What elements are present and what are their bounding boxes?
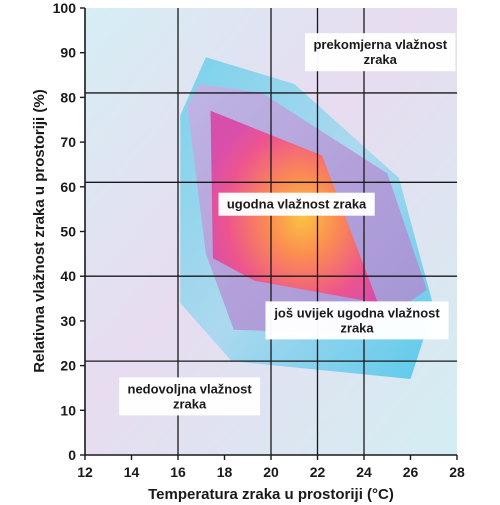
x-tick-label: 12 <box>77 464 93 480</box>
y-tick-label: 20 <box>60 358 76 374</box>
x-tick-label: 22 <box>310 464 326 480</box>
y-tick-label: 50 <box>60 224 76 240</box>
annotation-text: prekomjerna vlažnost <box>313 37 447 52</box>
annotation-box <box>305 33 456 72</box>
y-tick-label: 30 <box>60 313 76 329</box>
x-tick-label: 28 <box>449 464 465 480</box>
x-tick-label: 18 <box>217 464 233 480</box>
annotation-comfortable: ugodna vlažnost zraka <box>218 192 375 216</box>
x-tick-label: 14 <box>124 464 140 480</box>
y-tick-label: 10 <box>60 402 76 418</box>
y-tick-label: 40 <box>60 268 76 284</box>
y-tick-label: 80 <box>60 89 76 105</box>
grid-layer <box>85 8 457 455</box>
annotation-box <box>265 301 449 340</box>
annotation-text: nedovoljna vlažnost <box>128 381 253 396</box>
y-tick-label: 70 <box>60 134 76 150</box>
annotation-text: još uvijek ugodna vlažnost <box>273 305 440 320</box>
x-tick-label: 20 <box>263 464 279 480</box>
annotation-text: zraka <box>364 52 398 67</box>
x-tick-label: 24 <box>356 464 372 480</box>
y-axis-title: Relativna vlažnost zraka u prostoriji (%… <box>31 89 48 372</box>
x-tick-labels: 12 14 16 18 20 22 24 26 28 <box>77 455 465 480</box>
y-tick-label: 60 <box>60 179 76 195</box>
annotation-text: zraka <box>340 320 374 335</box>
annotation-box <box>119 377 261 416</box>
y-tick-label: 0 <box>68 447 76 463</box>
x-axis-title: Temperatura zraka u prostoriji (°C) <box>148 486 394 503</box>
annotation-text: zraka <box>173 396 207 411</box>
y-tick-label: 100 <box>53 0 77 16</box>
y-tick-labels: 0 10 20 30 40 50 60 70 80 90 100 <box>53 0 85 463</box>
x-tick-label: 16 <box>170 464 186 480</box>
annotation-box <box>218 192 375 216</box>
y-tick-label: 90 <box>60 45 76 61</box>
x-tick-label: 26 <box>403 464 419 480</box>
annotation-text: ugodna vlažnost zraka <box>227 197 367 212</box>
